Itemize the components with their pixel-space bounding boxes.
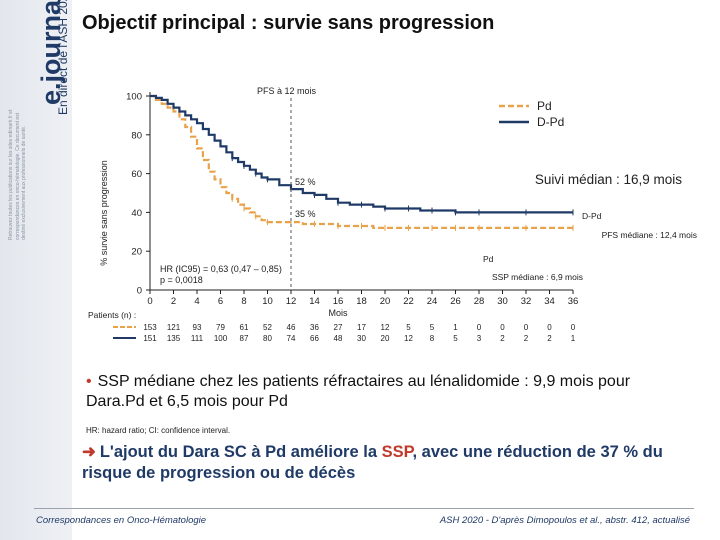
dpd-curve-label: D-Pd (582, 211, 602, 221)
at-risk-pd-value: 153 (143, 323, 157, 332)
x-tick-label: 24 (427, 296, 438, 307)
y-axis-title: % survie sans progression (99, 160, 109, 266)
at-risk-pd-value: 93 (193, 323, 202, 332)
at-risk-dpd-value: 2 (524, 334, 529, 343)
x-tick-label: 4 (194, 296, 199, 307)
at-risk-pd-value: 0 (477, 323, 482, 332)
y-tick-label: 0 (137, 286, 142, 297)
at-risk-dpd-value: 87 (240, 334, 249, 343)
at-risk-dpd-value: 66 (310, 334, 319, 343)
at-risk-dpd-value: 80 (263, 334, 272, 343)
pd-curve-label: Pd (483, 254, 494, 264)
at-risk-dpd-value: 100 (214, 334, 228, 343)
pfs12-label: PFS à 12 mois (257, 86, 317, 96)
x-tick-label: 14 (309, 296, 320, 307)
at-risk-dpd-value: 8 (430, 334, 435, 343)
footer-divider (34, 508, 694, 509)
at-risk-pd-value: 36 (310, 323, 319, 332)
x-tick-label: 34 (544, 296, 555, 307)
bullet-dot: • (86, 373, 92, 390)
at-risk-dpd-value: 2 (500, 334, 505, 343)
at-risk-dpd-value: 30 (357, 334, 366, 343)
x-tick-label: 10 (262, 296, 273, 307)
at-risk-pd-value: 1 (453, 323, 458, 332)
at-risk-pd-value: 5 (406, 323, 411, 332)
conclusion-part1: L'ajout du Dara SC à Pd améliore la (99, 443, 382, 461)
legend-label-pd: Pd (537, 99, 552, 113)
x-tick-label: 2 (171, 296, 176, 307)
x-tick-label: 8 (241, 296, 246, 307)
conclusion-highlight: SSP (381, 443, 413, 461)
pd-median-label: SSP médiane : 6,9 mois (492, 272, 583, 282)
x-tick-label: 18 (356, 296, 367, 307)
p-value-label: p = 0,0018 (160, 275, 203, 285)
hr-label: HR (IC95) = 0,63 (0,47 – 0,85) (160, 264, 282, 274)
at-risk-pd-value: 121 (167, 323, 181, 332)
at-risk-dpd-value: 2 (547, 334, 552, 343)
at-risk-pd-value: 79 (216, 323, 225, 332)
x-tick-label: 20 (380, 296, 391, 307)
y-tick-label: 40 (131, 208, 142, 219)
at-risk-dpd-value: 48 (334, 334, 343, 343)
x-tick-label: 36 (568, 296, 579, 307)
at-risk-pd-value: 52 (263, 323, 272, 332)
sidebar: e.journal En direct de l'ASH 2020 Retrou… (0, 0, 72, 540)
dpd-median-label: PFS médiane : 12,4 mois (602, 230, 697, 240)
slide-title: Objectif principal : survie sans progres… (82, 12, 495, 34)
pct52-label: 52 % (295, 177, 316, 187)
bullet-content: SSP médiane chez les patients réfractair… (86, 373, 631, 410)
survival-curve-dpd (150, 94, 573, 214)
bullet-text: • SSP médiane chez les patients réfractai… (86, 372, 686, 412)
at-risk-dpd-value: 111 (191, 334, 204, 343)
at-risk-dpd-value: 135 (167, 334, 181, 343)
x-tick-label: 26 (450, 296, 461, 307)
at-risk-dpd-value: 20 (381, 334, 390, 343)
at-risk-pd-value: 0 (500, 323, 505, 332)
at-risk-dpd-value: 12 (404, 334, 413, 343)
x-tick-label: 0 (147, 296, 152, 307)
footer-source: Correspondances en Onco-Hématologie (36, 515, 207, 526)
y-tick-label: 80 (131, 130, 142, 141)
x-tick-label: 30 (497, 296, 508, 307)
conclusion-part2: , avec une réduction de 37 % du risque d… (82, 443, 663, 482)
at-risk-pd-value: 61 (240, 323, 249, 332)
at-risk-pd-value: 27 (334, 323, 343, 332)
at-risk-pd-value: 46 (287, 323, 296, 332)
x-tick-label: 32 (521, 296, 532, 307)
at-risk-pd-value: 0 (571, 323, 576, 332)
at-risk-pd-value: 17 (357, 323, 366, 332)
at-risk-dpd-value: 1 (571, 334, 576, 343)
x-tick-label: 22 (403, 296, 414, 307)
arrow-right-icon: ➜ (82, 443, 96, 461)
at-risk-pd-value: 0 (524, 323, 529, 332)
y-tick-label: 100 (126, 92, 142, 103)
footnote: HR: hazard ratio; CI: confidence interva… (86, 426, 231, 435)
at-risk-pd-value: 0 (547, 323, 552, 332)
x-axis-title: Mois (328, 308, 348, 318)
x-tick-label: 16 (333, 296, 344, 307)
pct35-label: 35 % (295, 209, 316, 219)
at-risk-dpd-value: 3 (477, 334, 482, 343)
x-tick-label: 6 (218, 296, 223, 307)
y-tick-label: 20 (131, 247, 142, 258)
at-risk-dpd-value: 74 (287, 334, 296, 343)
x-tick-label: 12 (286, 296, 297, 307)
at-risk-pd-value: 12 (381, 323, 390, 332)
footer-reference: ASH 2020 - D'après Dimopoulos et al., ab… (439, 515, 690, 526)
legend-label-dpd: D-Pd (537, 115, 564, 129)
followup-label: Suivi médian : 16,9 mois (535, 172, 682, 187)
at-risk-pd-value: 5 (430, 323, 435, 332)
at-risk-dpd-value: 5 (453, 334, 458, 343)
at-risk-dpd-value: 151 (143, 334, 157, 343)
y-tick-label: 60 (131, 169, 142, 180)
conclusion: ➜ L'ajout du Dara SC à Pd améliore la SSP… (82, 442, 702, 484)
survival-curve-pd (150, 94, 573, 229)
at-risk-label: Patients (n) : (88, 310, 136, 320)
x-tick-label: 28 (474, 296, 485, 307)
